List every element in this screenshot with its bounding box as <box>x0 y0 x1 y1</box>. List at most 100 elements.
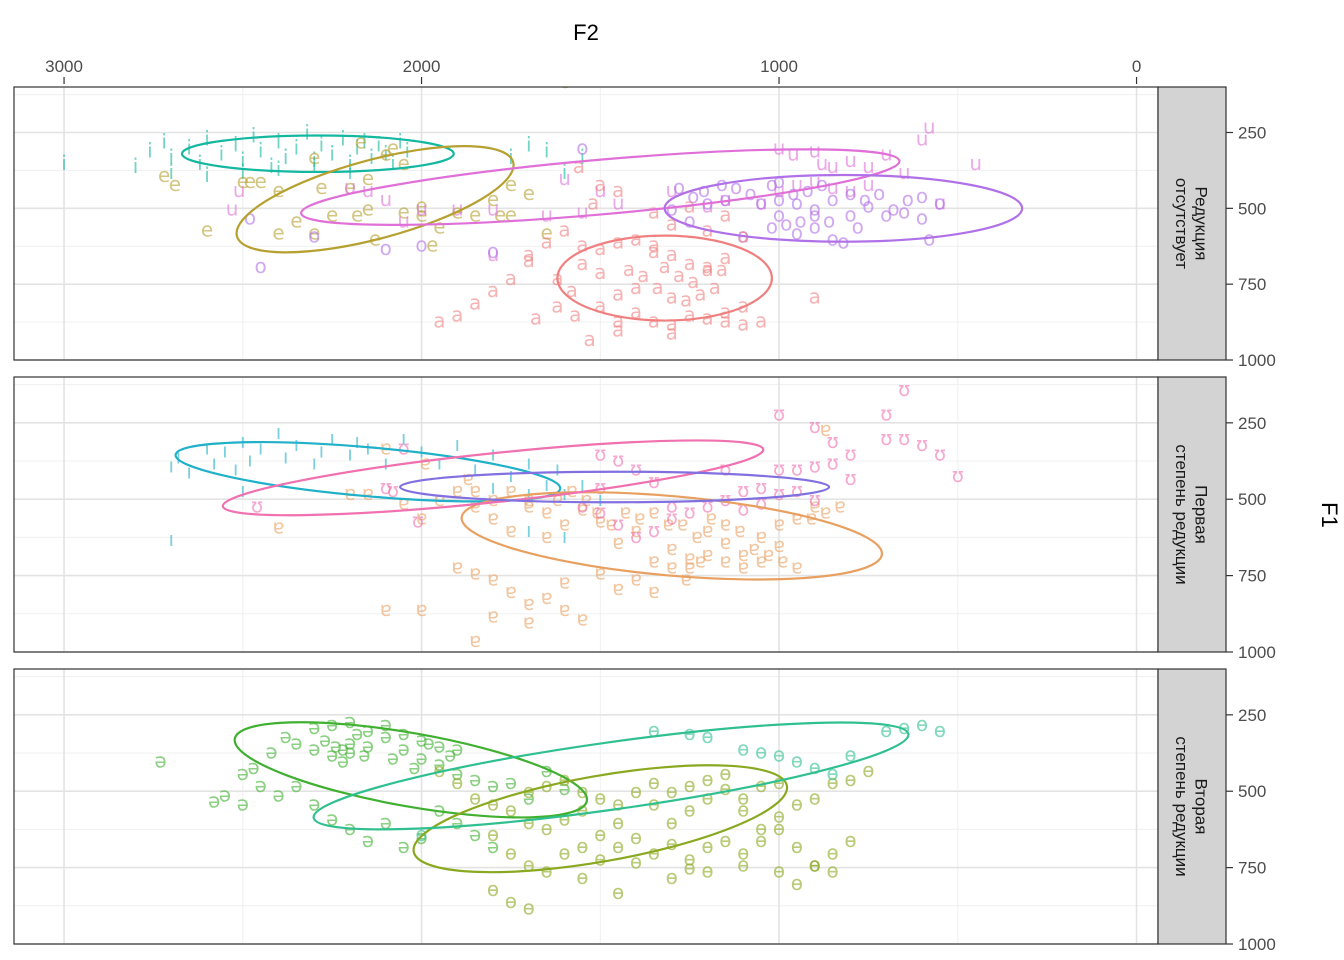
data-point: ʊ <box>630 457 642 481</box>
data-point: ɐ <box>566 478 578 502</box>
data-point: a <box>719 202 731 226</box>
data-point: o <box>766 215 778 239</box>
data-point: o <box>816 172 828 196</box>
data-point: o <box>794 208 806 232</box>
data-point: o <box>308 224 320 248</box>
data-point: ʊ <box>934 441 946 465</box>
data-point: ɐ <box>591 499 603 523</box>
data-point: e <box>541 221 553 245</box>
data-point: a <box>583 327 595 351</box>
data-point: ɵ <box>809 853 821 877</box>
data-point: ɐ <box>380 597 392 621</box>
data-point: ʊ <box>648 518 660 542</box>
data-point: e <box>158 163 170 187</box>
data-point: o <box>787 181 799 205</box>
data-point: i <box>526 133 532 157</box>
data-point: ɐ <box>820 417 832 441</box>
data-point: ɵ <box>505 889 517 913</box>
data-point: o <box>880 202 892 226</box>
data-point: ı <box>240 429 246 453</box>
data-point: o <box>809 196 821 220</box>
data-point: ı <box>401 426 407 450</box>
data-point: ı <box>169 454 175 478</box>
data-point: a <box>637 263 649 287</box>
data-point: a <box>433 309 445 333</box>
data-point: ə <box>505 770 517 794</box>
data-point: ɐ <box>648 548 660 572</box>
data-point: ɵ <box>630 850 642 874</box>
data-point: ə <box>344 709 356 733</box>
data-point: ʊ <box>773 402 785 426</box>
confidence-ellipse <box>556 234 774 322</box>
data-point: ɵ <box>701 724 713 748</box>
data-point: ʊ <box>666 506 678 530</box>
data-point: ı <box>211 451 217 475</box>
data-point: u <box>787 142 800 166</box>
data-point: ɵ <box>666 831 678 855</box>
data-point: ɵ <box>844 767 856 791</box>
data-point: o <box>701 190 713 214</box>
data-point: ɵ <box>576 834 588 858</box>
data-point: e <box>255 169 267 193</box>
data-point: ʊ <box>701 493 713 517</box>
data-point: ə <box>398 721 410 745</box>
y-tick-label: 500 <box>1238 782 1266 801</box>
data-point: ɵ <box>684 846 696 870</box>
data-point: ə <box>237 761 249 785</box>
data-point: ɵ <box>701 834 713 858</box>
data-point: ɵ <box>791 834 803 858</box>
facet-strip-line: степень редукции <box>1172 736 1191 876</box>
data-point: i <box>397 130 403 154</box>
data-point: o <box>415 233 427 257</box>
data-point: i <box>562 160 568 184</box>
data-point: ə <box>337 749 349 773</box>
data-point: ı <box>186 460 192 484</box>
data-point: ɐ <box>702 542 714 566</box>
data-point: ɐ <box>680 567 692 591</box>
data-point: i <box>544 139 550 163</box>
data-point: a <box>569 303 581 327</box>
data-point: ɐ <box>594 561 606 585</box>
data-point: ɵ <box>523 853 535 877</box>
data-point: ʊ <box>898 377 910 401</box>
data-point: ɐ <box>755 548 767 572</box>
data-point: ɵ <box>773 743 785 767</box>
data-point: ʊ <box>755 490 767 514</box>
data-point: e <box>237 169 249 193</box>
data-point: ı <box>598 487 604 511</box>
data-point: u <box>773 178 786 202</box>
data-point: ɐ <box>773 512 785 536</box>
data-point: ə <box>487 834 499 858</box>
data-point: a <box>530 306 542 330</box>
data-point: ə <box>408 755 420 779</box>
data-point: u <box>487 242 500 266</box>
data-point: ɵ <box>630 825 642 849</box>
data-point: ʊ <box>844 466 856 490</box>
data-point: e <box>415 202 427 226</box>
data-point: ə <box>280 724 292 748</box>
data-point: ɵ <box>505 798 517 822</box>
data-point: i <box>390 151 396 175</box>
data-point: ə <box>362 733 374 757</box>
data-point: ı <box>329 426 335 450</box>
data-point: ə <box>487 773 499 797</box>
data-point: ɵ <box>487 822 499 846</box>
data-point: o <box>823 208 835 232</box>
data-point: ʊ <box>737 478 749 502</box>
data-point: e <box>169 172 181 196</box>
data-point: u <box>558 166 571 190</box>
data-point: a <box>666 212 678 236</box>
facet-strip <box>1157 86 1227 361</box>
data-point: ə <box>469 767 481 791</box>
data-point: ʊ <box>576 493 588 517</box>
data-point: a <box>630 299 642 323</box>
data-point: u <box>808 139 821 163</box>
data-point: ɐ <box>719 512 731 536</box>
data-point: ə <box>444 743 456 767</box>
data-point: ɵ <box>755 828 767 852</box>
data-point: ı <box>283 444 289 468</box>
data-point: ɵ <box>880 718 892 742</box>
data-point: ɐ <box>694 548 706 572</box>
data-point: e <box>244 169 256 193</box>
